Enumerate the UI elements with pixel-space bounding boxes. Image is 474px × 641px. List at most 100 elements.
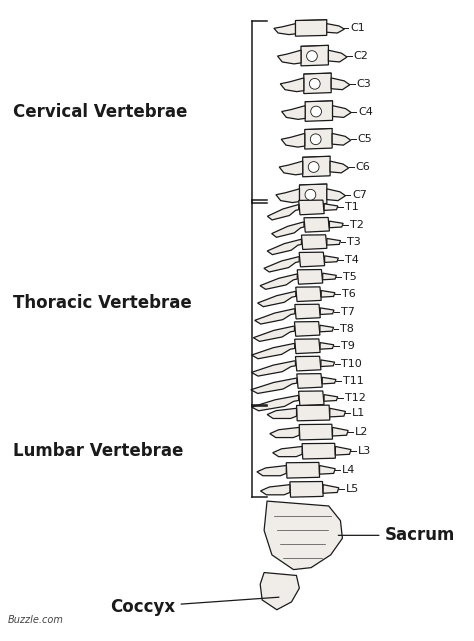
Polygon shape: [321, 290, 335, 297]
Polygon shape: [301, 235, 327, 249]
Polygon shape: [324, 395, 338, 401]
Polygon shape: [328, 50, 347, 62]
Text: C6: C6: [356, 162, 370, 172]
Polygon shape: [260, 572, 300, 610]
Polygon shape: [304, 217, 329, 232]
Ellipse shape: [311, 106, 321, 117]
Text: T4: T4: [345, 254, 359, 265]
Polygon shape: [327, 238, 341, 245]
Polygon shape: [270, 428, 299, 438]
Polygon shape: [300, 184, 327, 204]
Polygon shape: [332, 428, 348, 436]
Polygon shape: [273, 447, 302, 456]
Polygon shape: [323, 485, 339, 494]
Text: L2: L2: [355, 427, 368, 437]
Polygon shape: [267, 408, 297, 419]
Ellipse shape: [310, 134, 321, 145]
Polygon shape: [267, 239, 301, 254]
Polygon shape: [330, 408, 346, 417]
Text: Sacrum: Sacrum: [338, 526, 455, 544]
Polygon shape: [305, 128, 332, 149]
Polygon shape: [274, 24, 295, 35]
Polygon shape: [282, 106, 305, 119]
Polygon shape: [295, 339, 320, 354]
Polygon shape: [290, 481, 323, 497]
Text: T7: T7: [341, 306, 355, 317]
Polygon shape: [299, 200, 324, 215]
Text: Lumbar Vertebrae: Lumbar Vertebrae: [13, 442, 183, 460]
Ellipse shape: [305, 189, 316, 200]
Polygon shape: [294, 322, 320, 337]
Polygon shape: [267, 204, 299, 220]
Text: C1: C1: [350, 23, 365, 33]
Text: L4: L4: [342, 465, 356, 475]
Polygon shape: [295, 356, 321, 371]
Polygon shape: [280, 78, 304, 92]
Polygon shape: [336, 447, 351, 455]
Polygon shape: [327, 24, 345, 33]
Text: Thoracic Vertebrae: Thoracic Vertebrae: [13, 294, 191, 312]
Polygon shape: [253, 326, 294, 342]
Text: T10: T10: [341, 358, 362, 369]
Polygon shape: [257, 291, 296, 306]
Text: T8: T8: [340, 324, 355, 334]
Polygon shape: [279, 161, 303, 175]
Polygon shape: [260, 274, 297, 289]
Text: C5: C5: [357, 134, 373, 144]
Polygon shape: [264, 501, 342, 570]
Text: L5: L5: [346, 485, 359, 494]
Polygon shape: [321, 360, 335, 367]
Text: L1: L1: [352, 408, 365, 418]
Polygon shape: [286, 462, 319, 478]
Polygon shape: [304, 73, 331, 94]
Text: Buzzle.com: Buzzle.com: [8, 615, 64, 626]
Polygon shape: [320, 342, 334, 349]
Text: T9: T9: [341, 341, 355, 351]
Polygon shape: [303, 156, 330, 177]
Text: C3: C3: [356, 79, 372, 89]
Text: Cervical Vertebrae: Cervical Vertebrae: [13, 103, 187, 121]
Text: C4: C4: [358, 106, 373, 117]
Polygon shape: [276, 189, 300, 203]
Polygon shape: [327, 189, 346, 201]
Polygon shape: [295, 20, 327, 36]
Polygon shape: [277, 50, 301, 64]
Polygon shape: [323, 273, 337, 279]
Text: C2: C2: [354, 51, 369, 61]
Polygon shape: [302, 444, 336, 459]
Ellipse shape: [307, 51, 317, 62]
Polygon shape: [257, 465, 286, 476]
Polygon shape: [297, 405, 330, 421]
Polygon shape: [296, 287, 321, 301]
Polygon shape: [255, 308, 295, 324]
Polygon shape: [297, 269, 323, 284]
Polygon shape: [252, 344, 295, 359]
Polygon shape: [301, 46, 328, 66]
Polygon shape: [299, 391, 324, 406]
Polygon shape: [281, 133, 305, 147]
Polygon shape: [330, 161, 349, 173]
Polygon shape: [324, 204, 338, 210]
Polygon shape: [272, 222, 304, 237]
Polygon shape: [322, 378, 336, 384]
Text: C7: C7: [352, 190, 367, 200]
Polygon shape: [320, 308, 334, 315]
Ellipse shape: [308, 162, 319, 172]
Text: T1: T1: [345, 203, 358, 212]
Polygon shape: [297, 374, 322, 388]
Polygon shape: [299, 252, 325, 267]
Polygon shape: [332, 133, 351, 145]
Polygon shape: [329, 221, 343, 228]
Polygon shape: [251, 378, 297, 394]
Text: T3: T3: [347, 237, 361, 247]
Text: T5: T5: [343, 272, 357, 282]
Text: Coccyx: Coccyx: [110, 597, 279, 616]
Polygon shape: [252, 395, 299, 411]
Text: T6: T6: [342, 289, 356, 299]
Polygon shape: [299, 424, 332, 440]
Polygon shape: [305, 101, 333, 121]
Polygon shape: [261, 485, 290, 495]
Polygon shape: [295, 304, 320, 319]
Text: T11: T11: [343, 376, 364, 386]
Text: T12: T12: [345, 394, 365, 403]
